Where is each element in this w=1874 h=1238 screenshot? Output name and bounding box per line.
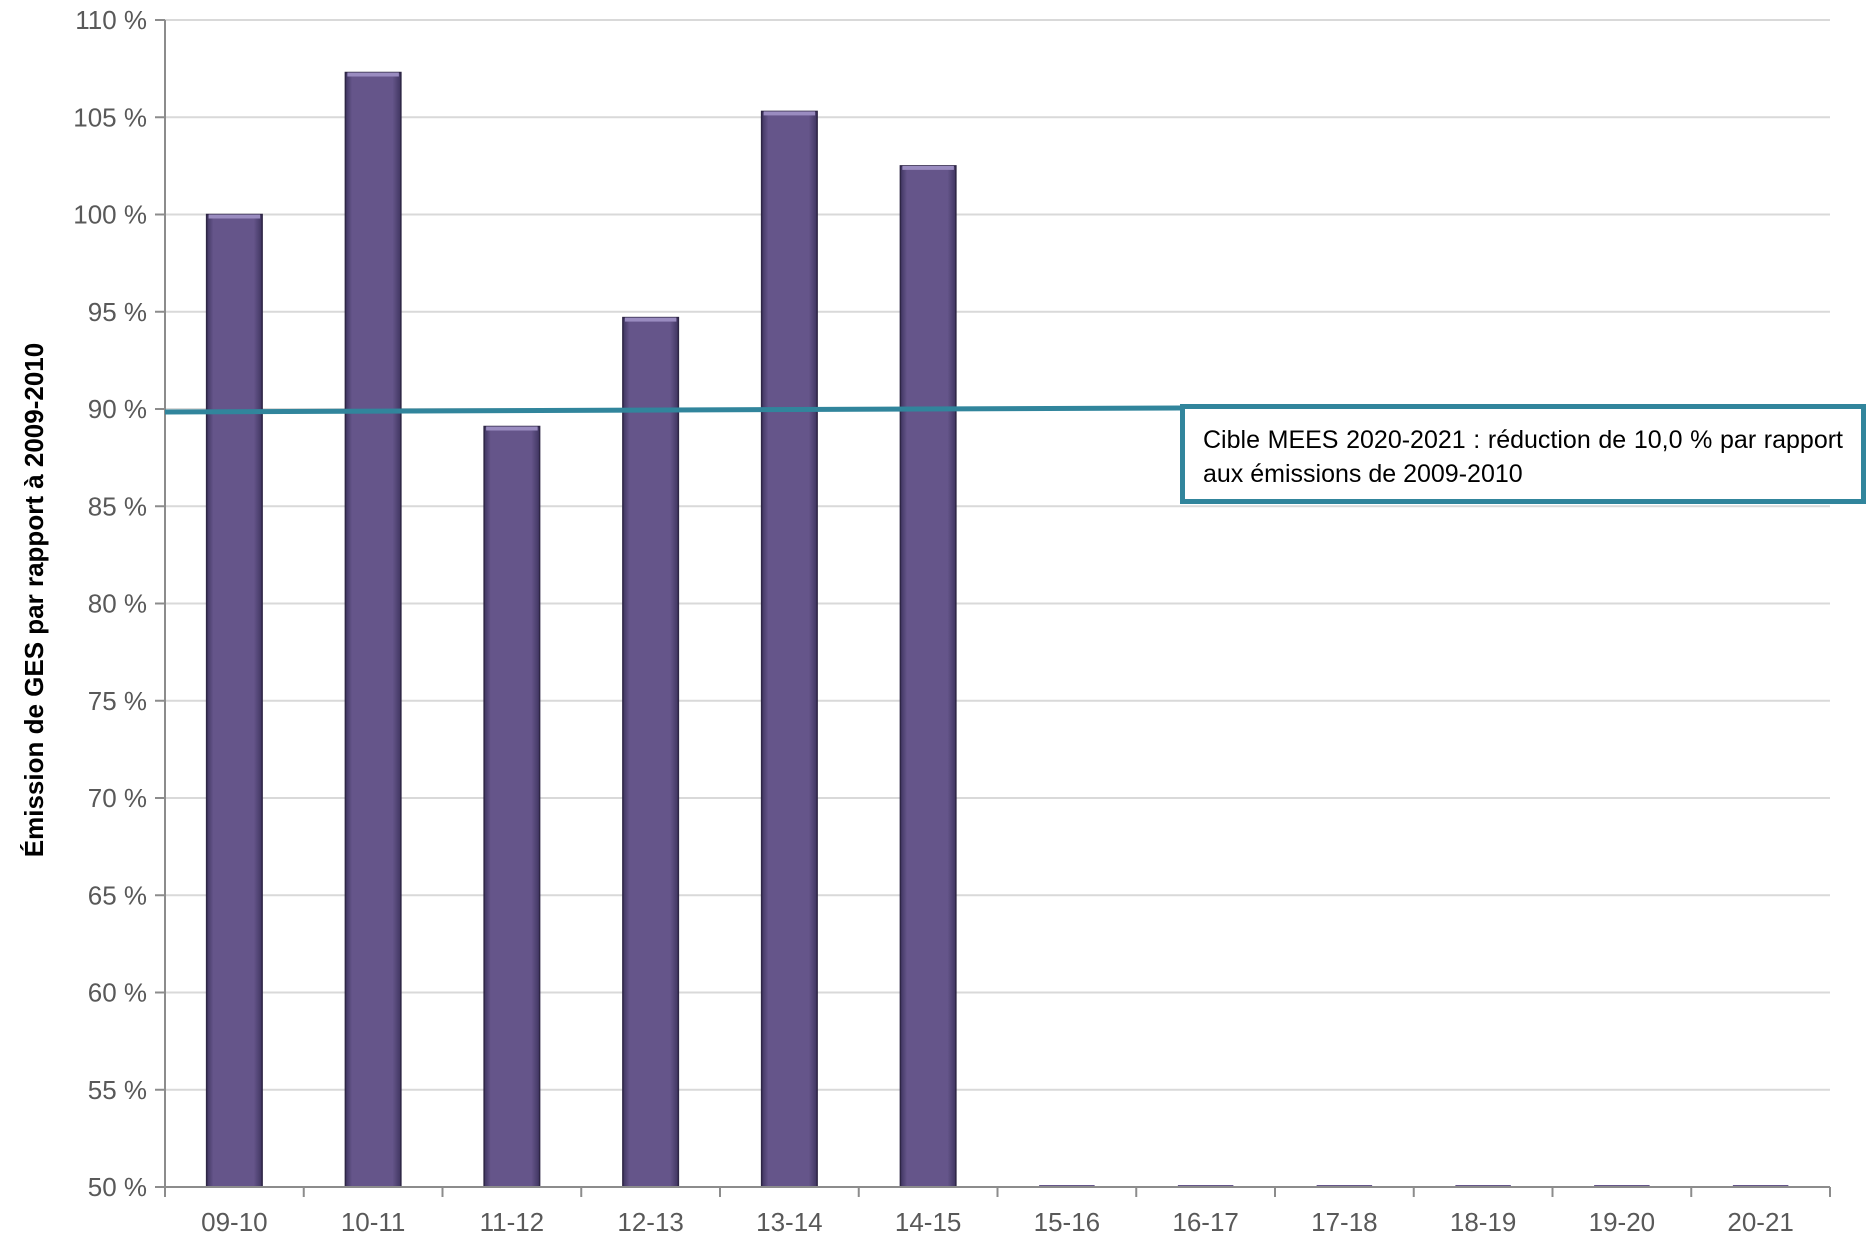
target-line: [164, 405, 1181, 415]
bar: [899, 165, 957, 1188]
bar-highlight: [486, 426, 538, 431]
x-tick-label: 12-13: [617, 1207, 684, 1233]
x-tick-label: 10-11: [341, 1207, 406, 1233]
x-tick-label: 13-14: [756, 1207, 823, 1233]
y-tick-label: 105 %: [73, 102, 147, 132]
bar-highlight: [763, 111, 816, 116]
bar-highlight: [624, 317, 677, 322]
y-tick-label: 65 %: [88, 880, 147, 910]
y-tick-label: 70 %: [88, 783, 147, 813]
bar: [760, 110, 818, 1188]
x-tick-label: 15-16: [1034, 1207, 1101, 1233]
x-tick-label: 14-15: [895, 1207, 962, 1233]
bar: [205, 213, 263, 1188]
bar: [622, 316, 680, 1188]
axes: 50 % 55 % 60 % 65 % 70 % 75 % 80 % 85 % 90 % 95 %…: [73, 5, 1831, 1237]
bars: [205, 71, 1789, 1188]
x-tick-label: 20-21: [1727, 1207, 1794, 1233]
y-axis-label: Émission de GES par rapport à 2009-2010: [19, 343, 49, 857]
y-tick-label: 75 %: [88, 686, 147, 716]
x-tick-label: 17-18: [1311, 1207, 1378, 1233]
y-tick-label: 50 %: [88, 1172, 147, 1202]
bar-highlight: [902, 165, 954, 170]
y-tick-label: 110 %: [75, 5, 147, 35]
y-tick-label: 55 %: [88, 1075, 147, 1105]
x-tick-label: 11-12: [480, 1207, 545, 1233]
target-line: [164, 405, 1181, 415]
y-tick-label: 60 %: [88, 978, 147, 1008]
x-tick-label: 19-20: [1589, 1207, 1656, 1233]
y-tick-label: 80 %: [88, 589, 147, 619]
bar: [344, 71, 402, 1188]
y-tick-label: 85 %: [88, 491, 147, 521]
x-tick-label: 16-17: [1172, 1207, 1239, 1233]
x-tick-label: 09-10: [201, 1207, 268, 1233]
target-annotation: Cible MEES 2020-2021 : réduction de 10,0…: [1180, 404, 1866, 504]
x-tick-label: 18-19: [1450, 1207, 1517, 1233]
y-tick-label: 90 %: [88, 394, 147, 424]
bar-highlight: [208, 214, 261, 219]
bar: [483, 425, 541, 1188]
gridlines: [165, 19, 1830, 1091]
y-tick-label: 100 %: [73, 200, 147, 230]
bar-highlight: [347, 72, 399, 77]
y-tick-label: 95 %: [88, 297, 147, 327]
